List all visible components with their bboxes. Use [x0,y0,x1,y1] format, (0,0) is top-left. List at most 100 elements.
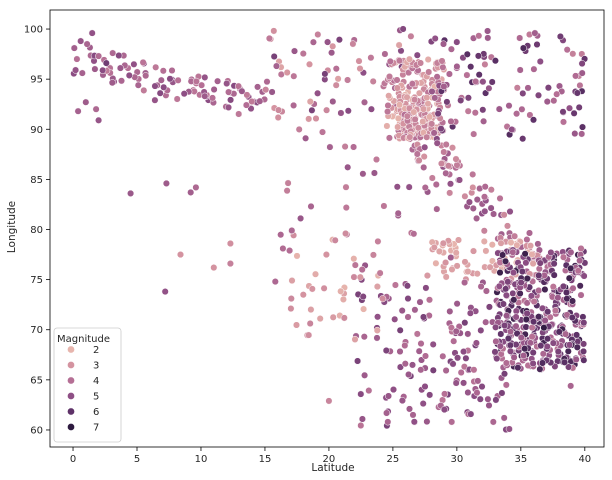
data-point [529,349,537,357]
legend-marker [67,361,75,369]
data-point [473,270,481,278]
data-point [453,38,461,46]
data-point [151,96,159,104]
data-point [331,236,339,244]
data-point [477,282,485,291]
data-point [528,333,536,341]
data-point [499,300,507,308]
data-point [226,239,234,248]
data-point [394,114,402,122]
data-point [516,289,524,298]
x-tick-label: 5 [134,454,140,465]
data-point [344,163,352,171]
data-point [357,421,365,430]
data-point [464,388,472,397]
data-point [484,395,492,403]
data-point [497,239,505,247]
data-point [513,241,521,249]
data-point [473,196,481,204]
data-point [544,308,552,316]
data-point [577,244,585,253]
data-point [463,71,471,79]
data-point [341,143,349,151]
data-point [424,55,432,64]
data-point [500,370,509,378]
data-point [401,341,409,350]
data-point [565,274,573,282]
data-point [495,282,503,290]
data-point [73,55,81,63]
data-point [473,214,481,222]
data-point [344,76,352,84]
data-point [489,418,497,426]
data-point [480,237,488,245]
data-point [517,334,525,342]
data-point [308,106,316,114]
data-point [414,124,422,132]
data-point [173,95,181,103]
data-point [477,326,485,334]
data-point [506,341,514,349]
data-point [568,313,576,322]
data-point [134,81,142,89]
data-point [432,180,440,189]
data-point [530,65,538,73]
data-point [439,352,447,360]
data-point [398,397,406,405]
data-point [439,40,448,48]
data-point [223,79,231,88]
data-point [457,368,465,377]
data-point [91,65,99,73]
data-point [423,272,431,280]
data-point [284,179,292,187]
data-point [379,295,387,303]
legend-entries: 2 3 4 5 6 7 [67,345,99,434]
data-point [174,76,182,84]
data-point [430,129,438,137]
data-point [485,303,493,311]
data-point [455,176,464,184]
data-point [92,105,100,113]
data-point [394,123,402,131]
data-point [340,314,348,322]
data-point [306,319,314,328]
data-point [332,81,340,89]
legend-marker [67,407,75,416]
data-point [433,205,441,213]
data-point [544,335,552,343]
data-point [440,148,448,156]
data-point [405,405,414,413]
data-point [485,401,493,409]
data-point [479,106,487,114]
data-point [472,77,480,86]
y-tick-label: 75 [30,275,43,286]
data-point [528,250,536,258]
legend-box [53,327,122,443]
data-point [501,321,509,330]
data-point [512,322,520,330]
data-point [573,89,581,97]
data-point [413,51,421,59]
data-point [466,309,474,317]
data-point [504,278,512,286]
legend-label: 7 [93,423,99,434]
x-tick-label: 25 [387,454,400,465]
data-point [139,58,147,66]
data-point [435,247,443,255]
data-point [496,342,504,350]
data-point [506,208,514,216]
data-point [354,357,362,365]
data-point [322,251,330,259]
data-point [469,247,478,255]
legend-marker [67,392,75,400]
data-point [534,240,542,248]
data-point [529,116,538,124]
data-point [454,354,462,362]
data-point [311,270,320,278]
data-point [410,418,418,426]
data-point [393,84,401,92]
data-point [567,382,575,390]
data-point [256,97,264,105]
x-tick-label: 40 [578,454,591,465]
data-point [395,57,404,65]
